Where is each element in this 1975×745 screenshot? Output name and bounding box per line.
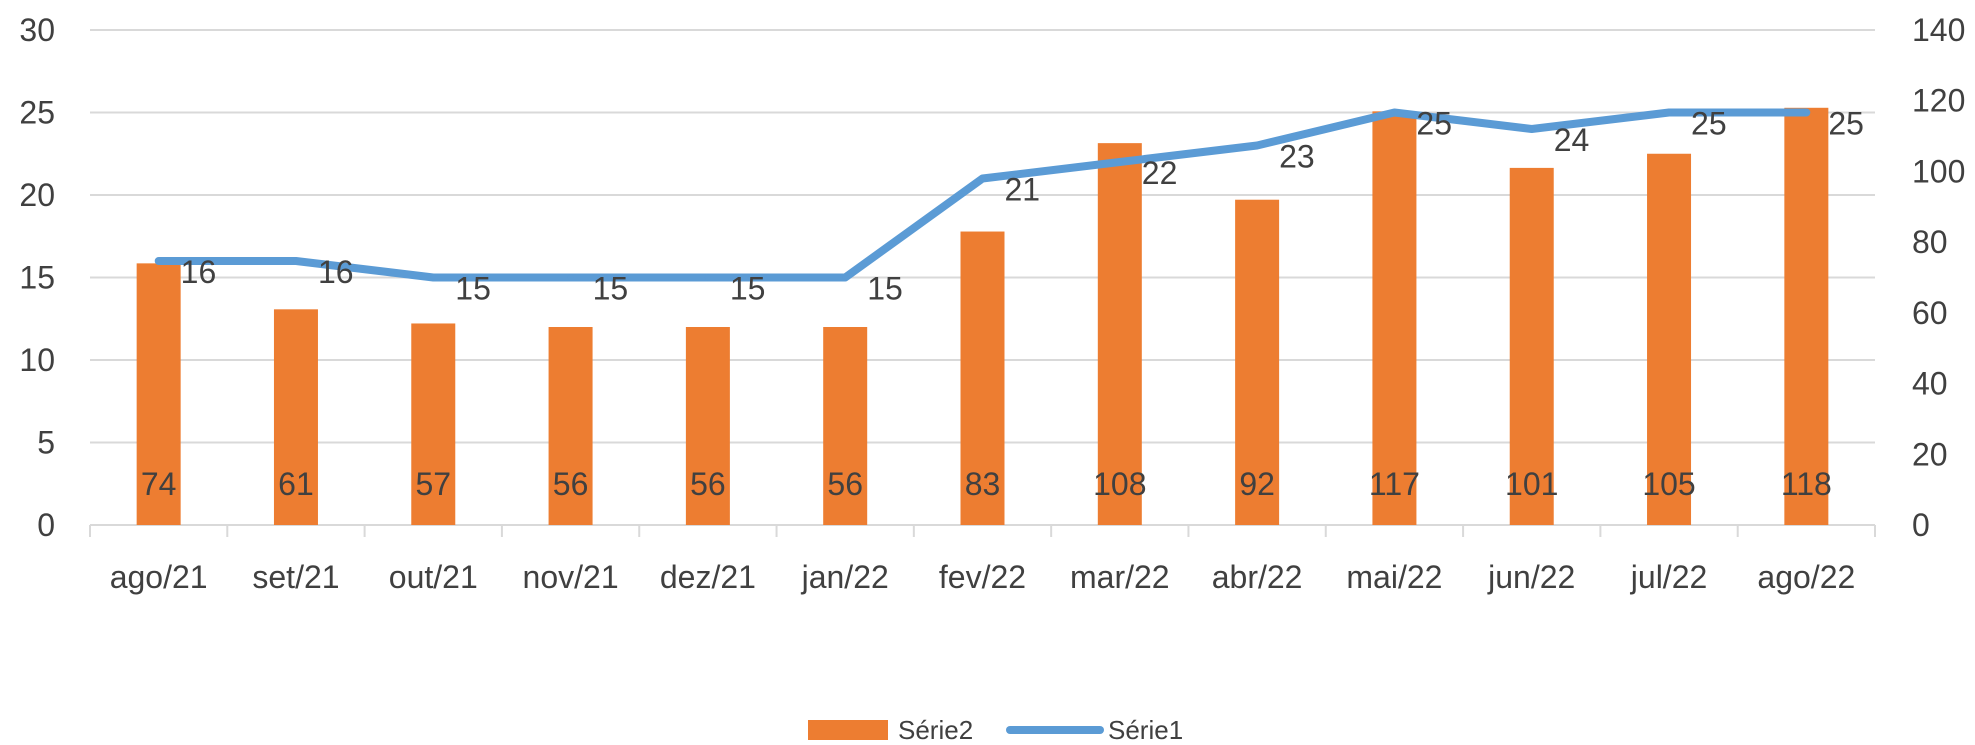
x-tick-label: out/21 [389, 559, 478, 595]
y-left-tick-label: 10 [19, 342, 55, 378]
x-tick-label: set/21 [252, 559, 339, 595]
line-value-label: 24 [1554, 122, 1590, 158]
y-right-tick-label: 0 [1912, 507, 1930, 543]
legend: Série2 Série1 [808, 715, 1183, 745]
bar-series [136, 107, 1829, 526]
line-value-label: 25 [1691, 106, 1727, 142]
bar-fev/22 [960, 231, 1005, 526]
bar-abr/22 [1235, 199, 1280, 525]
x-tick-label: jul/22 [1630, 559, 1708, 595]
line-point-jul/22 [1666, 109, 1673, 116]
bar-nov/21 [548, 327, 593, 525]
bar-value-label: 117 [1369, 466, 1420, 502]
y-left-tick-label: 5 [37, 425, 55, 461]
bar-ago/22 [1784, 107, 1829, 526]
bar-value-label: 74 [141, 466, 177, 502]
y-right-tick-label: 100 [1912, 153, 1965, 189]
legend-swatch-bar [808, 720, 888, 740]
line-value-label: 15 [455, 271, 491, 307]
bar-mai/22 [1372, 111, 1417, 526]
bar-out/21 [411, 323, 456, 525]
x-tick-label: nov/21 [523, 559, 619, 595]
line-point-fev/22 [979, 175, 986, 182]
bar-value-label: 56 [827, 466, 863, 502]
line-value-label: 21 [1005, 172, 1041, 208]
line-value-label: 16 [318, 254, 354, 290]
x-axis: ago/21 set/21 out/21 nov/21 dez/21 jan/22 fev/… [89, 525, 1876, 595]
line-point-mai/22 [1391, 109, 1398, 116]
line-point-out/21 [430, 274, 437, 281]
y-axis-right: 0 20 40 60 80 100 120 140 [1912, 12, 1965, 543]
y-left-tick-label: 15 [19, 260, 55, 296]
bar-value-label: 101 [1505, 466, 1558, 502]
line-point-ago/21 [155, 258, 162, 264]
bar-mar/22 [1097, 143, 1142, 525]
bar-value-label: 56 [553, 466, 589, 502]
x-tick-label: ago/22 [1757, 559, 1855, 595]
line-value-label: 22 [1142, 155, 1178, 191]
x-tick-label: ago/21 [110, 559, 208, 595]
legend-label-line: Série1 [1108, 715, 1183, 745]
y-right-tick-label: 60 [1912, 295, 1948, 331]
y-left-tick-label: 25 [19, 95, 55, 131]
line-value-label: 15 [593, 271, 629, 307]
x-tick-label: jun/22 [1487, 559, 1575, 595]
line-series [154, 108, 1811, 282]
x-tick-label: fev/22 [939, 559, 1026, 595]
bar-value-label: 105 [1642, 466, 1695, 502]
y-left-tick-label: 20 [19, 177, 55, 213]
line-value-label: 15 [867, 271, 903, 307]
line-value-label: 16 [181, 254, 217, 290]
y-right-tick-label: 80 [1912, 224, 1948, 260]
bar-value-label: 92 [1239, 466, 1275, 502]
bar-value-label: 118 [1781, 466, 1832, 502]
bar-ago/21 [136, 263, 181, 525]
y-right-tick-label: 20 [1912, 436, 1948, 472]
line-value-label: 23 [1279, 139, 1315, 175]
bar-jul/22 [1647, 153, 1692, 525]
x-tick-label: jan/22 [801, 559, 889, 595]
line-point-ago/22 [1803, 109, 1810, 116]
y-right-tick-label: 120 [1912, 83, 1965, 119]
bar-value-label: 61 [278, 466, 314, 502]
y-right-tick-label: 40 [1912, 366, 1948, 402]
y-axis-left: 0 5 10 15 20 25 30 [19, 12, 55, 543]
line-point-mar/22 [1116, 159, 1123, 165]
line-point-jun/22 [1528, 126, 1535, 132]
bar-dez/21 [685, 327, 730, 525]
x-tick-label: mar/22 [1070, 559, 1170, 595]
bar-value-label: 57 [415, 466, 451, 502]
bar-data-labels: 74 61 57 56 56 56 83 108 92 117 101 105 118 [141, 466, 1832, 502]
line-point-nov/21 [567, 274, 574, 281]
line-value-label: 25 [1828, 106, 1864, 142]
x-tick-label: mai/22 [1346, 559, 1442, 595]
bar-value-label: 108 [1093, 466, 1146, 502]
line-value-label: 15 [730, 271, 766, 307]
bar-value-label: 56 [690, 466, 726, 502]
line-value-label: 25 [1416, 106, 1452, 142]
line-data-labels: 16 16 15 15 15 15 21 22 23 25 24 25 25 [181, 106, 1864, 307]
bar-jun/22 [1509, 167, 1554, 525]
y-left-tick-label: 0 [37, 507, 55, 543]
bar-set/21 [273, 309, 318, 525]
x-tick-label: abr/22 [1212, 559, 1303, 595]
line-point-jan/22 [842, 274, 849, 281]
y-right-tick-label: 140 [1912, 12, 1965, 48]
line-point-dez/21 [704, 274, 711, 281]
line-point-abr/22 [1254, 142, 1261, 149]
legend-label-bar: Série2 [898, 715, 973, 745]
line-point-set/21 [292, 258, 299, 264]
y-left-tick-label: 30 [19, 12, 55, 48]
bar-jan/22 [823, 327, 868, 525]
x-tick-label: dez/21 [660, 559, 756, 595]
bar-value-label: 83 [965, 466, 1001, 502]
